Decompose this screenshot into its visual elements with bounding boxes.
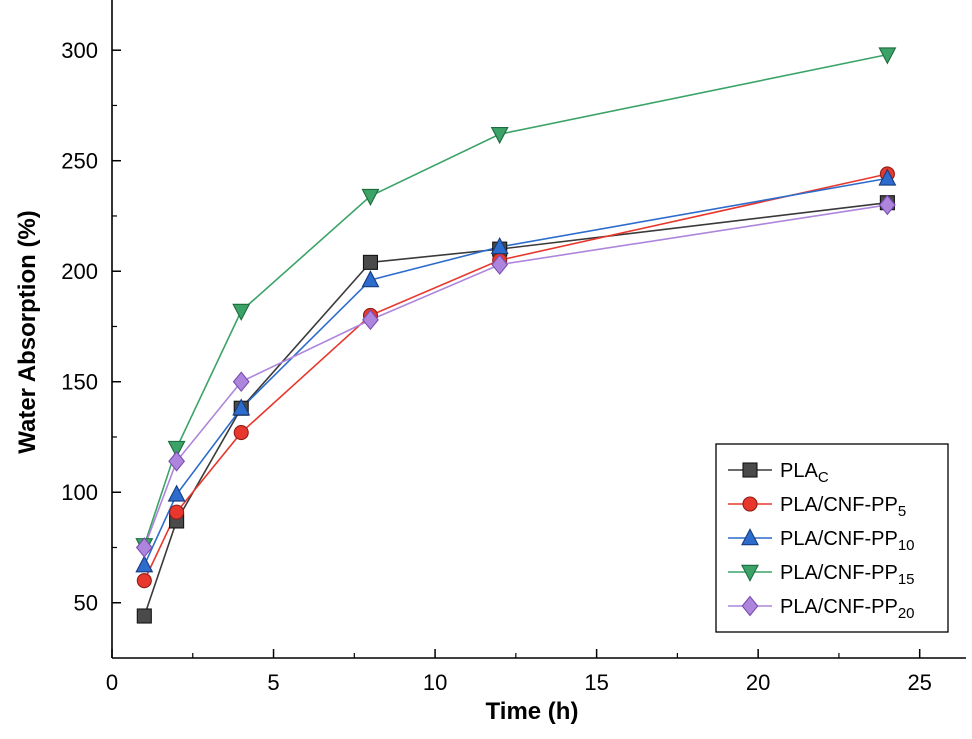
series-line-pla-cnf-pp10: [143, 177, 888, 566]
data-point-pla-cnf-pp10: [232, 398, 251, 416]
data-point-pla-cnf-pp5: [136, 573, 152, 589]
legend-marker-pla-cnf-pp20: [741, 595, 759, 617]
data-point-pla-cnf-pp10: [135, 555, 154, 573]
legend-label-pla-cnf-pp20: PLA/CNF-PP20: [780, 596, 915, 622]
data-point-pla-cnf-pp5: [169, 504, 185, 520]
legend-marker-pla-cnf-pp10: [741, 528, 759, 546]
x-tick-label: 10: [423, 670, 447, 695]
data-point-pla-cnf-pp10: [167, 484, 186, 502]
y-tick-label: 200: [61, 259, 98, 284]
legend-label-pla-cnf-pp5: PLA/CNF-PP5: [780, 494, 906, 520]
series-line-pla-c: [143, 201, 888, 617]
data-point-pla-cnf-pp10: [490, 236, 509, 255]
x-tick-label: 15: [584, 670, 608, 695]
y-tick-label: 150: [61, 370, 98, 395]
data-point-pla-cnf-pp10: [361, 270, 380, 288]
y-tick-label: 300: [61, 38, 98, 63]
y-tick-label: 250: [61, 149, 98, 174]
y-tick-label: 50: [74, 591, 98, 616]
series-line-pla-cnf-pp20: [143, 204, 888, 548]
data-point-pla-cnf-pp20: [878, 194, 896, 216]
x-tick-label: 20: [746, 670, 770, 695]
legend-marker-pla-cnf-pp15: [741, 564, 759, 582]
data-point-pla-cnf-pp15: [361, 188, 380, 207]
data-point-pla-cnf-pp15: [167, 440, 186, 458]
data-point-pla-cnf-pp20: [135, 537, 153, 558]
data-point-pla-cnf-pp15: [878, 47, 897, 65]
data-point-pla-cnf-pp20: [491, 254, 509, 275]
legend-label-pla-c: PLAC: [780, 460, 829, 486]
x-tick-label: 25: [907, 670, 931, 695]
data-point-pla-cnf-pp10: [878, 168, 897, 186]
data-point-pla-cnf-pp5: [233, 425, 249, 441]
data-point-pla-cnf-pp20: [362, 309, 379, 331]
legend-marker-pla-cnf-pp5: [742, 496, 758, 512]
legend-marker-pla-c: [742, 462, 758, 478]
data-point-pla-cnf-pp20: [168, 450, 186, 472]
data-point-pla-cnf-pp15: [490, 126, 509, 145]
data-point-pla-cnf-pp15: [232, 303, 251, 321]
x-axis-title: Time (h): [485, 698, 579, 725]
data-point-pla-c: [136, 608, 152, 624]
y-tick-label: 100: [61, 480, 98, 505]
y-axis-title: Water Absorption (%): [14, 210, 41, 454]
legend-label-pla-cnf-pp10: PLA/CNF-PP10: [780, 528, 915, 554]
data-point-pla-c: [362, 254, 379, 270]
x-tick-label: 0: [106, 670, 118, 695]
x-tick-label: 5: [267, 670, 279, 695]
legend-label-pla-cnf-pp15: PLA/CNF-PP15: [780, 562, 915, 588]
data-point-pla-cnf-pp20: [232, 371, 250, 393]
